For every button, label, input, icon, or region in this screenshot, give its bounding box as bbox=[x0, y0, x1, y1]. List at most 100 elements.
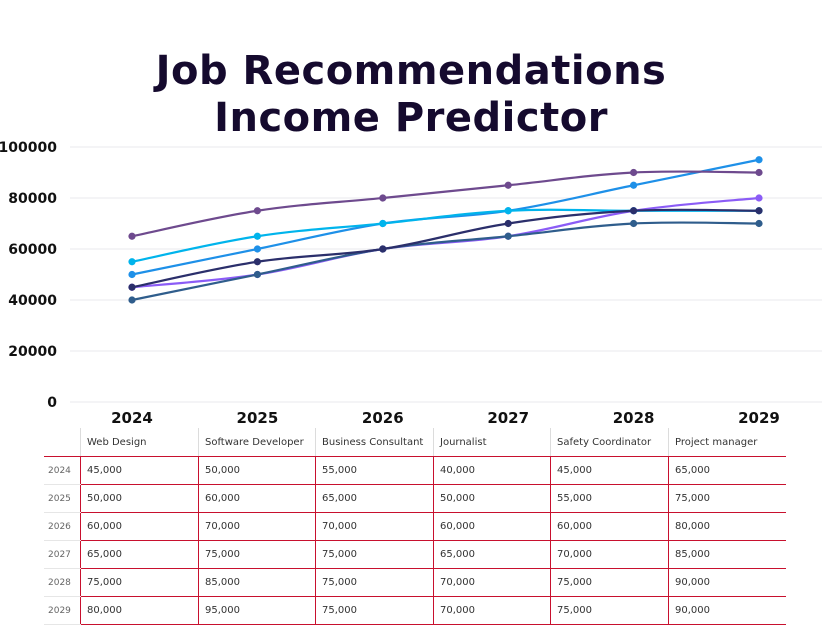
table-cell: 65,000 bbox=[668, 456, 786, 485]
table-column-header: Journalist bbox=[433, 428, 551, 457]
table-cell: 80,000 bbox=[80, 596, 199, 625]
data-point-safety-coordinator bbox=[379, 245, 387, 253]
data-point-business-consultant bbox=[128, 258, 136, 266]
data-point-journalist bbox=[253, 270, 261, 279]
x-tick-label: 2028 bbox=[613, 409, 655, 427]
table-cell: 60,000 bbox=[433, 512, 551, 541]
series-line-journalist bbox=[130, 221, 761, 302]
table-cell: 70,000 bbox=[315, 512, 434, 541]
x-tick-label: 2024 bbox=[111, 409, 153, 427]
table-cell: 60,000 bbox=[550, 512, 669, 541]
table-cell: 75,000 bbox=[80, 568, 199, 597]
table-cell: 65,000 bbox=[80, 540, 199, 569]
x-tick-label: 2026 bbox=[362, 409, 404, 427]
data-point-business-consultant bbox=[379, 219, 387, 228]
table-cell: 45,000 bbox=[80, 456, 199, 485]
y-tick-label: 100000 bbox=[0, 140, 57, 156]
y-tick-label: 60000 bbox=[8, 242, 57, 258]
table-row: 2024 45,000 50,000 55,000 40,000 45,000 65,000 bbox=[44, 456, 786, 485]
table-cell: 70,000 bbox=[550, 540, 669, 569]
table-column-header: Safety Coordinator bbox=[550, 428, 669, 457]
data-point-business-consultant bbox=[253, 232, 261, 240]
table-column-header: Software Developer bbox=[198, 428, 316, 457]
table-column-header: Web Design bbox=[80, 428, 199, 457]
table-cell: 75,000 bbox=[198, 540, 316, 569]
data-table: Web Design Software Developer Business Con… bbox=[44, 428, 786, 625]
table-cell: 55,000 bbox=[315, 456, 434, 485]
table-corner-cell bbox=[44, 428, 81, 457]
chart-title-line-2: Income Predictor bbox=[214, 95, 608, 141]
table-row-year: 2026 bbox=[44, 512, 81, 541]
table-row-year: 2025 bbox=[44, 484, 81, 513]
table-cell: 85,000 bbox=[198, 568, 316, 597]
x-tick-label: 2029 bbox=[738, 409, 780, 427]
table-cell: 50,000 bbox=[80, 484, 199, 513]
table-cell: 70,000 bbox=[198, 512, 316, 541]
table-cell: 50,000 bbox=[433, 484, 551, 513]
table-cell: 75,000 bbox=[668, 484, 786, 513]
table-row: 2028 75,000 85,000 75,000 70,000 75,000 90,000 bbox=[44, 568, 786, 597]
table-cell: 75,000 bbox=[315, 568, 434, 597]
table-cell: 70,000 bbox=[433, 568, 551, 597]
table-cell: 55,000 bbox=[550, 484, 669, 513]
y-tick-label: 40000 bbox=[8, 293, 57, 309]
data-point-journalist bbox=[504, 232, 512, 240]
series-line-safety-coordinator bbox=[130, 208, 761, 289]
table-cell: 65,000 bbox=[433, 540, 551, 569]
table-row: 2029 80,000 95,000 75,000 70,000 75,000 90,000 bbox=[44, 596, 786, 625]
chart-title-line-1: Job Recommendations bbox=[155, 48, 667, 94]
data-point-project-manager bbox=[630, 168, 638, 177]
data-point-project-manager bbox=[253, 207, 261, 215]
y-tick-label: 0 bbox=[47, 395, 57, 411]
table-row-year: 2028 bbox=[44, 568, 81, 597]
table-cell: 45,000 bbox=[550, 456, 669, 485]
table-cell: 75,000 bbox=[550, 596, 669, 625]
data-point-safety-coordinator bbox=[630, 207, 638, 215]
data-point-safety-coordinator bbox=[128, 283, 136, 291]
table-cell: 60,000 bbox=[80, 512, 199, 541]
data-point-software-developer bbox=[755, 156, 763, 164]
table-cell: 90,000 bbox=[668, 596, 786, 625]
chart-title: Job Recommendations Income Predictor bbox=[0, 48, 822, 142]
data-point-journalist bbox=[630, 219, 638, 228]
table-row-year: 2027 bbox=[44, 540, 81, 569]
table-cell: 75,000 bbox=[315, 540, 434, 569]
series-line-project-manager bbox=[130, 170, 761, 238]
data-point-safety-coordinator bbox=[504, 219, 512, 228]
table-row: 2025 50,000 60,000 65,000 50,000 55,000 75,000 bbox=[44, 484, 786, 513]
table-row-year: 2029 bbox=[44, 596, 81, 625]
x-tick-label: 2025 bbox=[237, 409, 279, 427]
data-point-business-consultant bbox=[504, 207, 512, 215]
table-cell: 90,000 bbox=[668, 568, 786, 597]
table-cell: 40,000 bbox=[433, 456, 551, 485]
table-cell: 75,000 bbox=[550, 568, 669, 597]
x-tick-label: 2027 bbox=[487, 409, 529, 427]
table-cell: 70,000 bbox=[433, 596, 551, 625]
data-point-journalist bbox=[755, 219, 763, 228]
table-row: 2026 60,000 70,000 70,000 60,000 60,000 80,000 bbox=[44, 512, 786, 541]
data-point-project-manager bbox=[128, 232, 136, 240]
table-column-header: Business Consultant bbox=[315, 428, 434, 457]
data-point-web-design bbox=[755, 194, 763, 202]
table-row: 2027 65,000 75,000 75,000 65,000 70,000 85,000 bbox=[44, 540, 786, 569]
y-tick-label: 80000 bbox=[8, 191, 57, 207]
table-cell: 95,000 bbox=[198, 596, 316, 625]
data-point-safety-coordinator bbox=[253, 258, 261, 266]
data-point-project-manager bbox=[755, 168, 763, 177]
data-point-project-manager bbox=[504, 181, 512, 189]
table-cell: 80,000 bbox=[668, 512, 786, 541]
table-cell: 85,000 bbox=[668, 540, 786, 569]
table-cell: 50,000 bbox=[198, 456, 316, 485]
line-chart: 0 20000 40000 60000 80000 100000 2024 2025 2026 2… bbox=[0, 140, 822, 427]
table-cell: 60,000 bbox=[198, 484, 316, 513]
table-header-row: Web Design Software Developer Business Con… bbox=[44, 428, 786, 457]
table-cell: 75,000 bbox=[315, 596, 434, 625]
data-point-project-manager bbox=[379, 194, 387, 202]
data-point-journalist bbox=[128, 296, 136, 304]
table-row-year: 2024 bbox=[44, 456, 81, 485]
data-point-software-developer bbox=[630, 181, 638, 189]
data-point-safety-coordinator bbox=[755, 207, 763, 215]
data-point-software-developer bbox=[128, 270, 136, 279]
y-tick-label: 20000 bbox=[8, 344, 57, 360]
data-point-software-developer bbox=[253, 245, 261, 253]
